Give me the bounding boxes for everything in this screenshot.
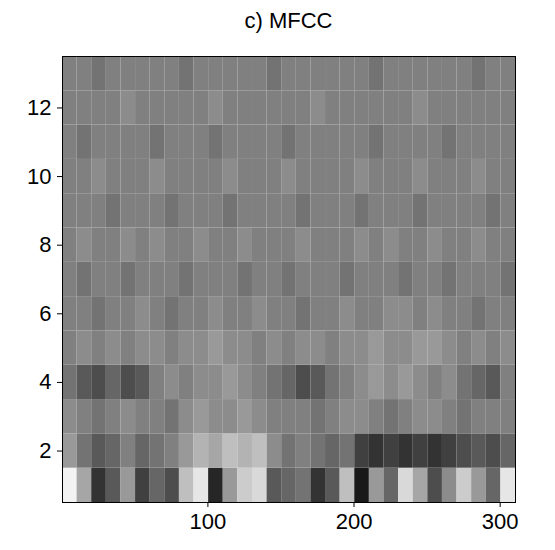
svg-text:6: 6: [39, 301, 51, 326]
svg-text:4: 4: [39, 369, 51, 394]
html-text:c) MFCC: c) MFCC: [244, 8, 333, 33]
svg-text:200: 200: [336, 509, 373, 534]
svg-text:8: 8: [39, 232, 51, 257]
svg-text:10: 10: [27, 164, 51, 189]
svg-text:300: 300: [482, 509, 519, 534]
svg-text:12: 12: [27, 95, 51, 120]
svg-text:2: 2: [39, 438, 51, 463]
svg-text:100: 100: [190, 509, 227, 534]
